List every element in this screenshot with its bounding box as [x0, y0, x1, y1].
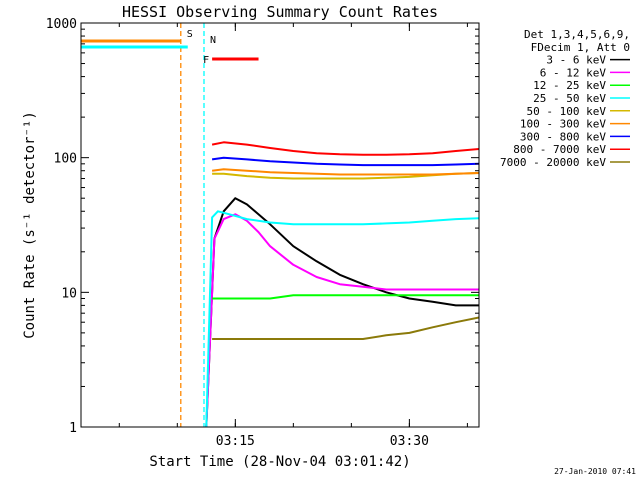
- series-line-2: [212, 294, 479, 300]
- legend-label-5: 100 - 300 keV: [520, 118, 606, 131]
- timestamp: 27-Jan-2010 07:41: [554, 467, 636, 476]
- y-tick-label-1: 10: [61, 286, 77, 301]
- axes: 03:15 03:30 1 10 100 1000: [46, 17, 479, 449]
- chart-title: HESSI Observing Summary Count Rates: [122, 3, 438, 21]
- legend-label-1: 6 - 12 keV: [540, 66, 607, 79]
- x-tick-label-0: 03:15: [216, 434, 255, 449]
- y-axis-label: Count Rate (s⁻¹ detector⁻¹): [22, 111, 38, 339]
- legend-label-2: 12 - 25 keV: [533, 79, 606, 92]
- y-tick-label-2: 100: [54, 152, 77, 167]
- legend-header-0: Det 1,3,4,5,6,9,: [524, 28, 630, 41]
- marker-lines: [180, 23, 205, 427]
- legend-label-3: 25 - 50 keV: [533, 92, 606, 105]
- legend-label-7: 800 - 7000 keV: [513, 143, 606, 156]
- series-traces: [205, 141, 479, 427]
- x-axis-label: Start Time (28-Nov-04 03:01:42): [149, 454, 410, 470]
- legend-header-1: FDecim 1, Att 0: [531, 41, 630, 54]
- legend: Det 1,3,4,5,6,9,FDecim 1, Att 03 - 6 keV…: [500, 28, 630, 169]
- x-tick-label-1: 03:30: [390, 434, 429, 449]
- series-line-3: [205, 210, 479, 427]
- y-tick-label-0: 1: [69, 421, 77, 436]
- marker-label-4: F: [203, 55, 209, 66]
- y-tick-label-3: 1000: [46, 17, 77, 32]
- marker-bars: S NF: [81, 29, 259, 66]
- series-line-7: [211, 141, 479, 156]
- series-line-1: [205, 213, 479, 427]
- legend-label-6: 300 - 800 keV: [520, 130, 606, 143]
- series-line-5: [211, 168, 479, 176]
- series-line-6: [211, 156, 479, 167]
- series-line-8: [212, 316, 479, 340]
- plot-frame: [80, 22, 480, 428]
- series-line-4: [212, 171, 479, 180]
- marker-label-1: N: [210, 35, 216, 46]
- legend-label-4: 50 - 100 keV: [527, 105, 607, 118]
- legend-label-0: 3 - 6 keV: [546, 54, 606, 67]
- marker-label-0: S: [187, 29, 193, 40]
- series-line-0: [205, 197, 479, 427]
- legend-label-8: 7000 - 20000 keV: [500, 156, 606, 169]
